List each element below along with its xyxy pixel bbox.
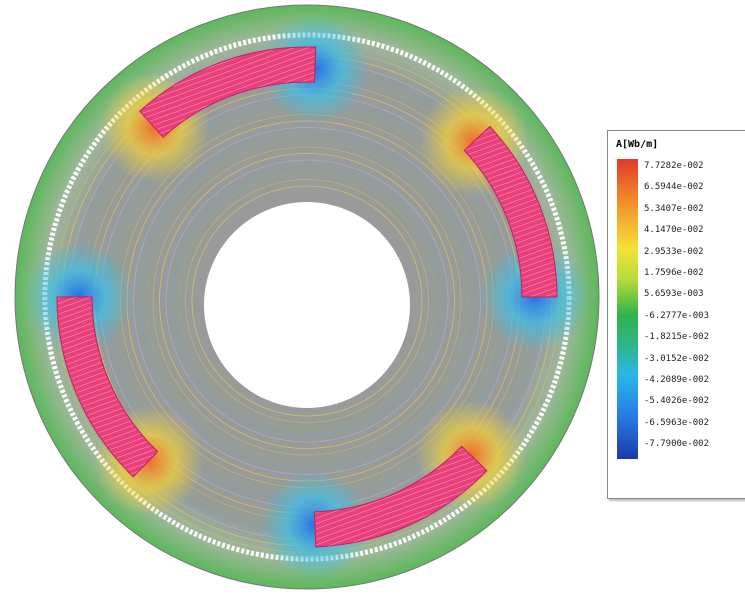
legend-label: -6.2777e-003 <box>644 311 709 321</box>
legend-title: A[Wb/m] <box>616 139 658 150</box>
legend-label: 5.3407e-002 <box>644 204 704 214</box>
legend-label: 5.6593e-003 <box>644 289 704 299</box>
color-bar <box>617 159 638 459</box>
field-plot: A[Wb/m] 7.7282e-002 6.5944e-002 5.3407e-00… <box>0 0 745 595</box>
shaft-hole <box>204 202 410 408</box>
legend-label: 2.9533e-002 <box>644 247 704 257</box>
legend-label: -4.2089e-002 <box>644 375 709 385</box>
legend-label: -5.4026e-002 <box>644 396 709 406</box>
legend-label: 7.7282e-002 <box>644 161 704 171</box>
motor-cross-section <box>0 0 600 595</box>
legend: A[Wb/m] 7.7282e-002 6.5944e-002 5.3407e-00… <box>607 130 745 499</box>
legend-label: -7.7900e-002 <box>644 439 709 449</box>
legend-label: -1.8215e-002 <box>644 332 709 342</box>
legend-label: 6.5944e-002 <box>644 182 704 192</box>
legend-label: 1.7596e-002 <box>644 268 704 278</box>
legend-label: -6.5963e-002 <box>644 418 709 428</box>
legend-label: -3.0152e-002 <box>644 354 709 364</box>
legend-label: 4.1470e-002 <box>644 225 704 235</box>
